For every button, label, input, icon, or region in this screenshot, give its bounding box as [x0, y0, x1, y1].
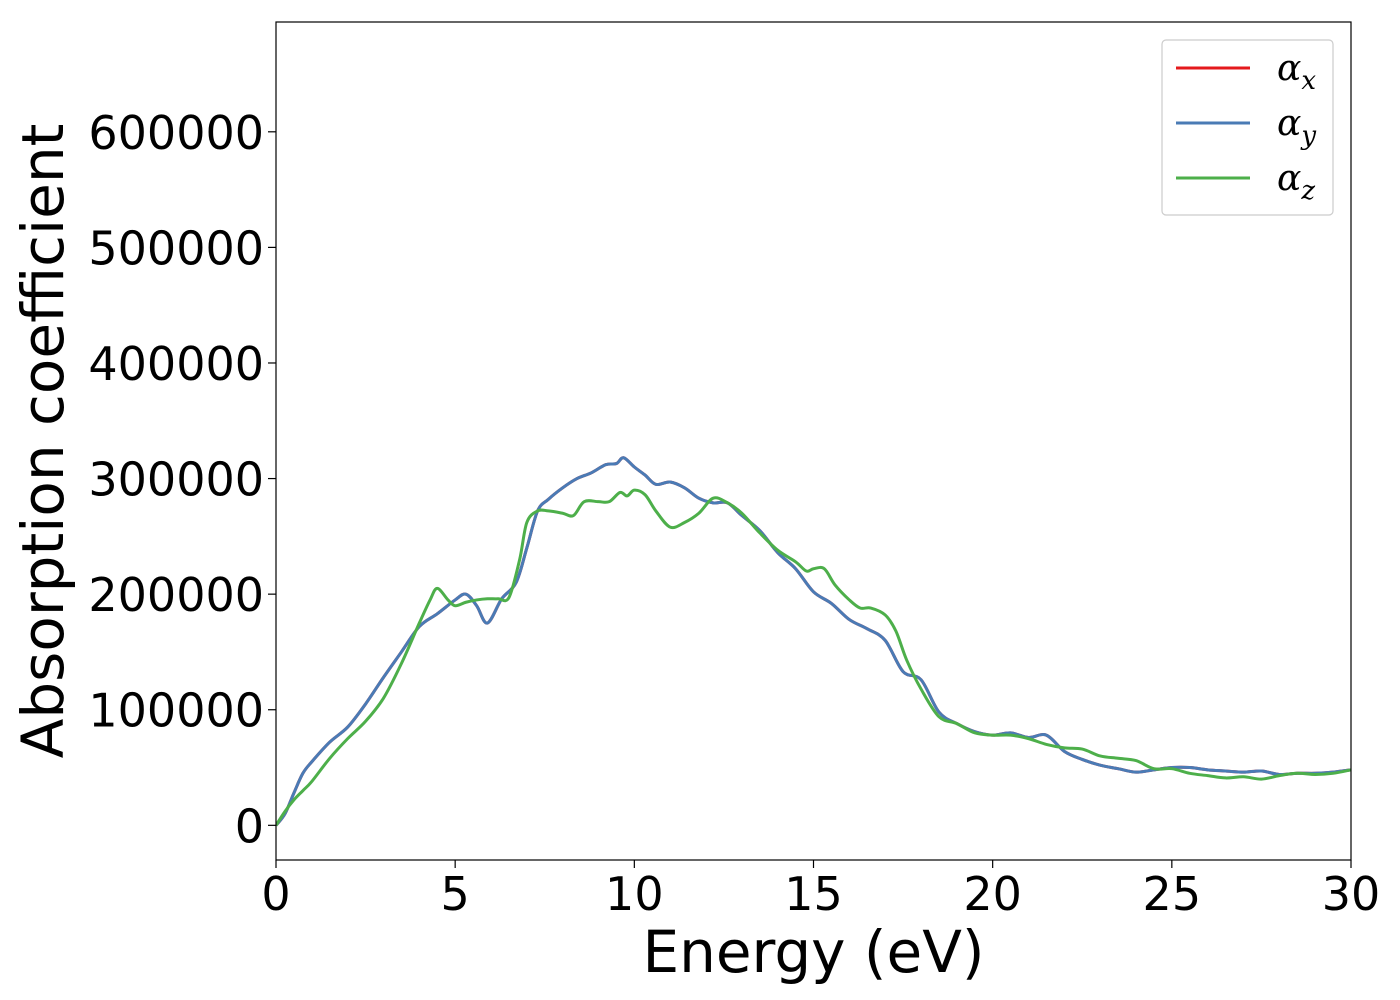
legend-subscript: z: [1300, 176, 1315, 206]
x-tick-label: 5: [441, 867, 470, 921]
legend-symbol: α: [1277, 48, 1301, 89]
y-tick-label: 400000: [88, 337, 264, 391]
legend-box: [1161, 39, 1334, 216]
legend-symbol: α: [1277, 103, 1301, 144]
series-line-z: [276, 488, 1351, 827]
legend-symbol: α: [1277, 158, 1301, 199]
series-line-y: [276, 456, 1351, 827]
x-tick-label: 15: [784, 867, 843, 921]
y-tick-label: 300000: [88, 453, 264, 507]
legend-label-x: αx: [1277, 48, 1316, 96]
x-axis-label: Energy (eV): [642, 918, 984, 986]
y-tick-label: 0: [235, 799, 264, 853]
axis-ticks: 0 5 10 15 20 25 30 0 100000 200000 300000 400000 500…: [88, 106, 1380, 921]
series-layer: [276, 456, 1351, 827]
legend-label-z: αz: [1277, 158, 1315, 206]
y-axis-label: Absorption coefficient: [9, 124, 77, 759]
y-tick-label: 100000: [88, 684, 264, 738]
x-tick-label: 20: [963, 867, 1022, 921]
legend-subscript: y: [1300, 121, 1316, 151]
x-tick-label: 25: [1143, 867, 1202, 921]
series-line-x: [276, 456, 1351, 827]
y-tick-label: 500000: [88, 221, 264, 275]
x-tick-label: 10: [605, 867, 664, 921]
y-tick-label: 200000: [88, 568, 264, 622]
y-tick-label: 600000: [88, 106, 264, 160]
x-tick-label: 0: [261, 867, 290, 921]
legend-label-y: αy: [1277, 103, 1316, 151]
x-tick-label: 30: [1322, 867, 1381, 921]
legend-subscript: x: [1301, 66, 1316, 96]
